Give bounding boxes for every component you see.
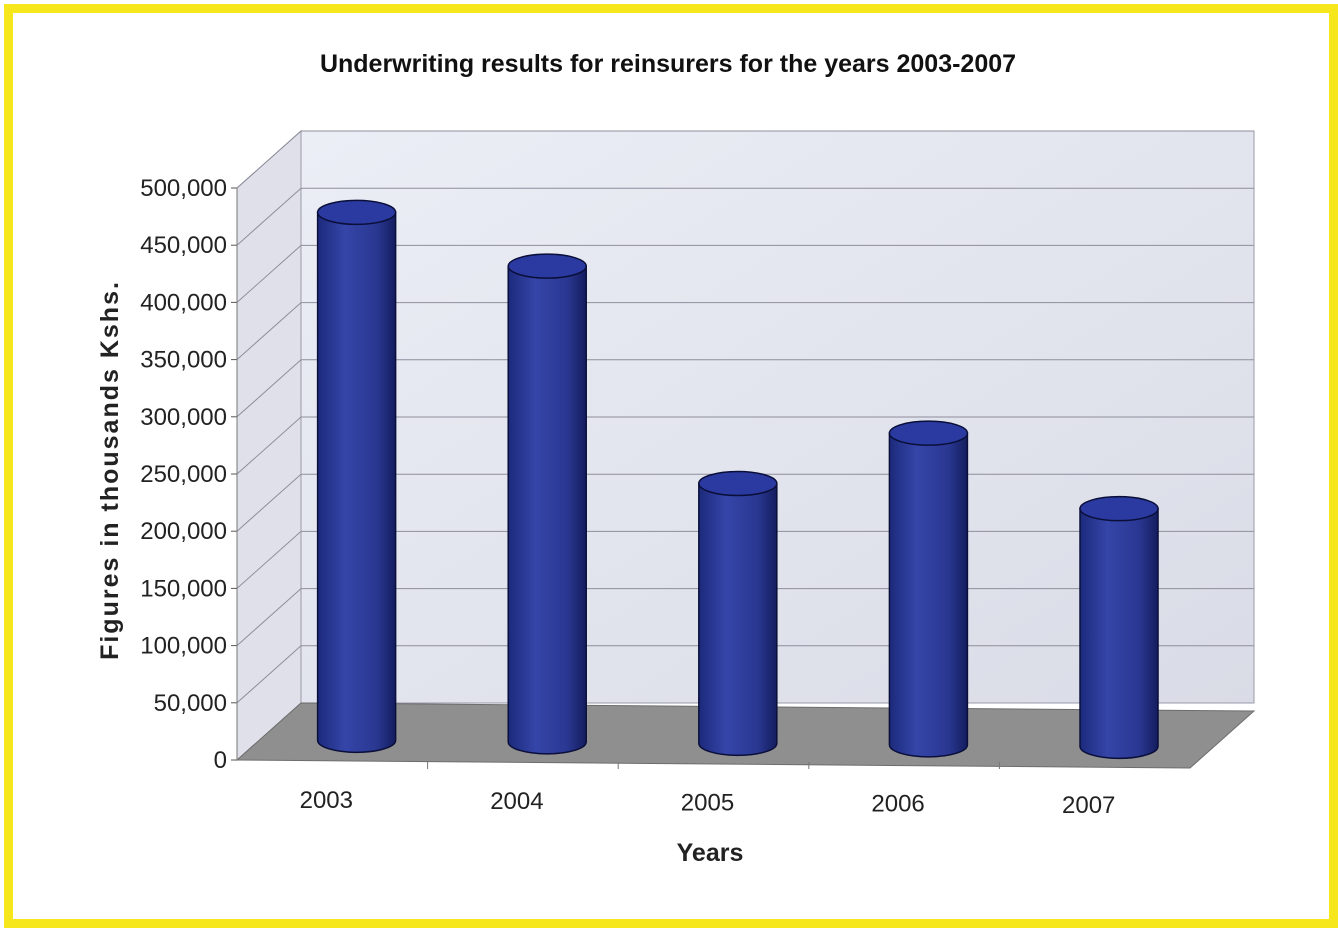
gridline	[236, 359, 1254, 418]
x-tick-label: 2007	[1062, 792, 1115, 819]
gridline	[236, 302, 1254, 360]
bar-top	[1079, 495, 1159, 522]
y-tick-label: 50,000	[154, 690, 227, 717]
y-tick-label: 350,000	[140, 347, 227, 374]
bars	[316, 199, 1159, 760]
bar-body	[698, 482, 778, 757]
gridline	[236, 416, 1254, 475]
y-tick-label: 150,000	[140, 575, 227, 602]
y-tick-label: 500,000	[140, 175, 227, 202]
bar	[1079, 495, 1159, 760]
y-tick-labels: 0 50,000 100,000 150,000 200,000 250,000 300,0…	[140, 175, 238, 774]
x-tick-label: 2005	[681, 789, 734, 816]
x-tick-label: 2003	[300, 787, 353, 814]
gridline	[236, 187, 1254, 246]
y-tick-label: 200,000	[140, 518, 227, 545]
bar	[507, 253, 587, 755]
bar-top	[316, 199, 397, 226]
y-tick-label: 100,000	[140, 633, 227, 660]
bar-top	[507, 253, 587, 279]
bar-top	[698, 470, 778, 497]
bar	[888, 420, 969, 758]
chart-title: Underwriting results for reinsurers for …	[320, 50, 1016, 78]
y-tick-label: 450,000	[140, 232, 227, 259]
x-tick-labels: 2003 2004 2005 2006 2007	[300, 762, 1115, 819]
bar	[698, 470, 778, 757]
bar-body	[1079, 507, 1159, 760]
gridline	[236, 244, 1254, 303]
y-tick-label: 400,000	[140, 289, 227, 316]
bar-body	[316, 211, 397, 754]
x-tick-label: 2006	[871, 791, 924, 818]
y-axis-title: Figures in thousands Kshs.	[96, 280, 124, 660]
bar-body	[507, 265, 587, 755]
x-tick-label: 2004	[490, 788, 543, 815]
y-tick-label: 250,000	[140, 461, 227, 488]
x-axis-title: Years	[677, 839, 744, 867]
bar-body	[888, 432, 969, 758]
y-tick-label: 0	[214, 747, 227, 774]
bar	[316, 199, 397, 754]
bar-top	[888, 420, 969, 446]
gridline	[236, 130, 1254, 189]
y-tick-label: 300,000	[140, 404, 227, 431]
